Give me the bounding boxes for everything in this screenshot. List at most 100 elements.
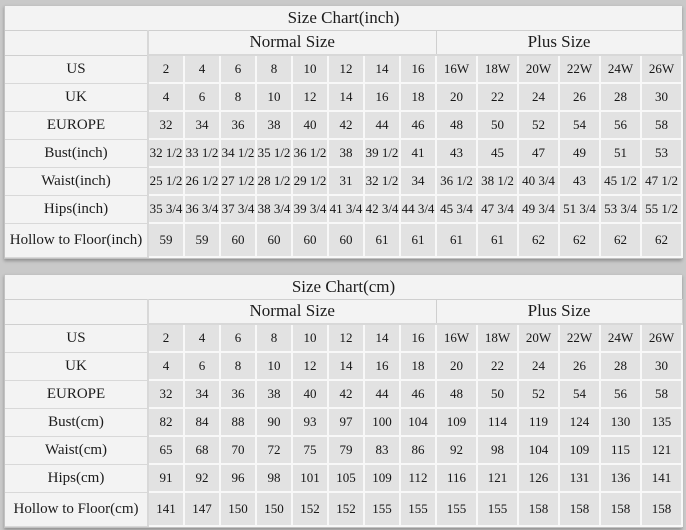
table-cell: 28 bbox=[599, 351, 642, 381]
table-cell: 158 bbox=[517, 491, 560, 527]
table-cell: 16W bbox=[435, 323, 478, 353]
table-cell: 43 bbox=[558, 166, 601, 196]
table-cell: 141 bbox=[639, 463, 684, 493]
table-cell: 30 bbox=[639, 351, 684, 381]
table-cell: 14 bbox=[327, 82, 365, 112]
table-cell: 98 bbox=[476, 435, 519, 465]
table-cell: 16 bbox=[399, 323, 437, 353]
table-cell: 27 1/2 bbox=[219, 166, 257, 196]
row-label: EUROPE bbox=[5, 380, 149, 409]
table-cell: 47 3/4 bbox=[476, 194, 519, 224]
table-cell: 37 3/4 bbox=[219, 194, 257, 224]
table-cell: 150 bbox=[255, 491, 293, 527]
table-cell: 22W bbox=[558, 323, 601, 353]
table-row: Hips(cm) 91 92 96 98 101 105 109 112 116 121 126 131… bbox=[5, 463, 684, 493]
table-cell: 135 bbox=[639, 407, 684, 437]
table-cell: 22 bbox=[476, 351, 519, 381]
table-cell: 26 bbox=[558, 82, 601, 112]
table-cell: 49 bbox=[558, 138, 601, 168]
table-cell: 16W bbox=[435, 54, 478, 84]
table-cell: 25 1/2 bbox=[147, 166, 185, 196]
row-label: EUROPE bbox=[5, 111, 149, 140]
table-cell: 141 bbox=[147, 491, 185, 527]
table-cell: 44 3/4 bbox=[399, 194, 437, 224]
table-cell: 51 3/4 bbox=[558, 194, 601, 224]
size-chart-cm: Size Chart(cm) Normal Size Plus Size US 2 4 6 8… bbox=[4, 274, 684, 528]
table-cell: 60 bbox=[219, 222, 257, 258]
table-row: Hollow to Floor(cm) 141 147 150 150 152 152 155… bbox=[5, 491, 684, 527]
table-cell: 38 bbox=[255, 379, 293, 409]
table-cell: 109 bbox=[558, 435, 601, 465]
table-cell: 42 3/4 bbox=[363, 194, 401, 224]
group-header-plus: Plus Size bbox=[435, 29, 683, 56]
table-cell: 6 bbox=[219, 323, 257, 353]
table-cell: 35 1/2 bbox=[255, 138, 293, 168]
group-header-row: Normal Size Plus Size bbox=[5, 298, 683, 325]
table-cell: 6 bbox=[183, 351, 221, 381]
table-cell: 6 bbox=[183, 82, 221, 112]
row-label: Waist(cm) bbox=[5, 436, 149, 465]
table-cell: 14 bbox=[363, 323, 401, 353]
table-cell: 36 3/4 bbox=[183, 194, 221, 224]
table-title-row: Size Chart(cm) bbox=[5, 275, 683, 300]
table-cell: 45 3/4 bbox=[435, 194, 478, 224]
table-cell: 88 bbox=[219, 407, 257, 437]
table-cell: 59 bbox=[183, 222, 221, 258]
table-title-row: Size Chart(inch) bbox=[5, 6, 683, 31]
table-row: Waist(inch) 25 1/2 26 1/2 27 1/2 28 1/2 29 1/… bbox=[5, 166, 684, 196]
row-label: Hips(inch) bbox=[5, 195, 149, 224]
table-cell: 75 bbox=[291, 435, 329, 465]
table-cell: 62 bbox=[558, 222, 601, 258]
table-cell: 6 bbox=[219, 54, 257, 84]
table-cell: 72 bbox=[255, 435, 293, 465]
group-header-row: Normal Size Plus Size bbox=[5, 29, 683, 56]
table-cell: 119 bbox=[517, 407, 560, 437]
table-cell: 32 1/2 bbox=[363, 166, 401, 196]
table-cell: 30 bbox=[639, 82, 684, 112]
table-cell: 28 1/2 bbox=[255, 166, 293, 196]
table-row: Bust(cm) 82 84 88 90 93 97 100 104 109 114 119 124 13… bbox=[5, 407, 684, 437]
table-cell: 152 bbox=[291, 491, 329, 527]
table-cell: 101 bbox=[291, 463, 329, 493]
group-header-normal: Normal Size bbox=[147, 29, 437, 56]
table-cell: 60 bbox=[255, 222, 293, 258]
table-cell: 32 1/2 bbox=[147, 138, 185, 168]
table-cell: 16 bbox=[399, 54, 437, 84]
group-header-plus: Plus Size bbox=[435, 298, 683, 325]
table-cell: 36 1/2 bbox=[291, 138, 329, 168]
table-cell: 55 1/2 bbox=[639, 194, 684, 224]
table-cell: 59 bbox=[147, 222, 185, 258]
table-cell: 32 bbox=[147, 379, 185, 409]
row-label: Hollow to Floor(cm) bbox=[5, 492, 149, 527]
table-cell: 20 bbox=[435, 351, 478, 381]
size-chart-inch: Size Chart(inch) Normal Size Plus Size US 2 4… bbox=[4, 5, 684, 259]
row-label: Hips(cm) bbox=[5, 464, 149, 493]
table-cell: 8 bbox=[255, 54, 293, 84]
table-title: Size Chart(cm) bbox=[5, 275, 683, 300]
corner-cell bbox=[5, 30, 149, 56]
table-cell: 26W bbox=[639, 54, 684, 84]
table-cell: 26W bbox=[639, 323, 684, 353]
table-cell: 50 bbox=[476, 110, 519, 140]
table-title: Size Chart(inch) bbox=[5, 6, 683, 31]
table-cell: 44 bbox=[363, 379, 401, 409]
table-row: EUROPE 32 34 36 38 40 42 44 46 48 50 52 54 56 58 bbox=[5, 379, 684, 409]
table-cell: 35 3/4 bbox=[147, 194, 185, 224]
table-cell: 4 bbox=[147, 82, 185, 112]
table-cell: 112 bbox=[399, 463, 437, 493]
table-cell: 60 bbox=[327, 222, 365, 258]
table-cell: 8 bbox=[219, 351, 257, 381]
table-cell: 42 bbox=[327, 110, 365, 140]
table-cell: 41 3/4 bbox=[327, 194, 365, 224]
table-cell: 45 1/2 bbox=[599, 166, 642, 196]
table-cell: 10 bbox=[291, 323, 329, 353]
table-cell: 12 bbox=[327, 54, 365, 84]
table-cell: 34 bbox=[183, 110, 221, 140]
table-cell: 38 1/2 bbox=[476, 166, 519, 196]
table-cell: 150 bbox=[219, 491, 257, 527]
table-cell: 62 bbox=[517, 222, 560, 258]
table-cell: 83 bbox=[363, 435, 401, 465]
table-cell: 26 1/2 bbox=[183, 166, 221, 196]
table-row: Hips(inch) 35 3/4 36 3/4 37 3/4 38 3/4 39 3/4… bbox=[5, 194, 684, 224]
table-cell: 109 bbox=[435, 407, 478, 437]
